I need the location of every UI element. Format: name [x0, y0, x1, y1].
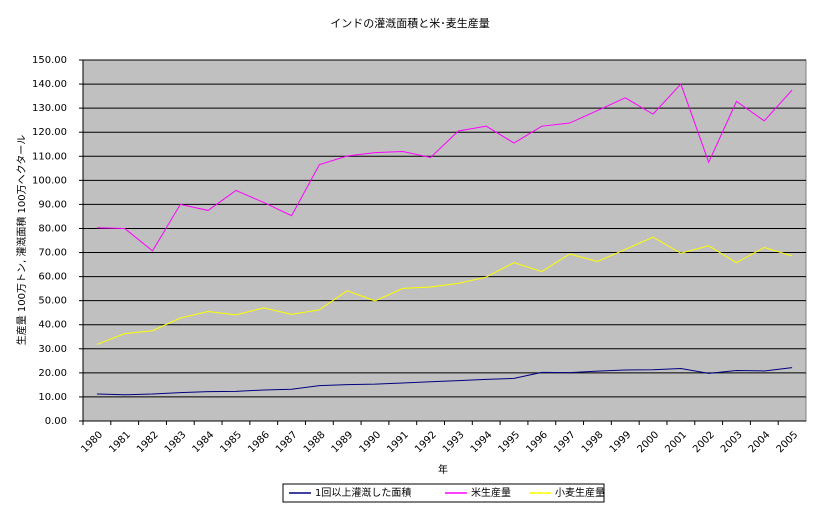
x-tick-label: 1995: [496, 429, 522, 455]
x-tick-label: 2003: [719, 429, 745, 455]
y-tick-label: 20.00: [38, 368, 67, 379]
x-tick-label: 1985: [218, 429, 244, 455]
x-tick-label: 1984: [191, 429, 217, 455]
y-tick-label: 110.00: [32, 151, 67, 162]
y-tick-label: 90.00: [38, 199, 67, 210]
series-line: [96, 83, 793, 252]
x-tick-label: 1996: [524, 429, 550, 455]
y-tick-label: 60.00: [38, 272, 67, 283]
y-tick-label: 10.00: [38, 392, 67, 403]
x-tick-label: 1987: [274, 429, 300, 455]
x-tick-label: 2001: [663, 429, 689, 455]
x-tick-label: 1993: [441, 429, 467, 455]
series-line: [96, 236, 793, 345]
y-tick-label: 30.00: [38, 344, 67, 355]
x-tick-label: 1989: [330, 429, 356, 455]
y-tick-label: 0.00: [45, 416, 67, 427]
y-tick-label: 120.00: [32, 127, 67, 138]
legend-label: 1回以上灌漑した面積: [315, 486, 411, 499]
x-tick-label: 1991: [385, 429, 411, 455]
x-tick-label: 1988: [302, 429, 328, 455]
y-tick-label: 40.00: [38, 320, 67, 331]
x-tick-label: 1998: [580, 429, 606, 455]
x-tick-label: 1983: [163, 429, 189, 455]
x-tick-label: 1986: [246, 429, 272, 455]
y-tick-label: 70.00: [38, 248, 67, 259]
legend-label: 小麦生産量: [555, 486, 605, 499]
x-tick-label: 1980: [79, 429, 105, 455]
x-tick-label: 1999: [608, 429, 634, 455]
x-tick-label: 1997: [552, 429, 578, 455]
y-tick-label: 50.00: [38, 296, 67, 307]
x-tick-label: 2002: [691, 429, 717, 455]
series-line: [96, 367, 793, 396]
x-tick-label: 2000: [636, 429, 662, 455]
legend: [282, 483, 605, 503]
x-tick-label: 2005: [775, 429, 801, 455]
plot-area: [82, 59, 807, 422]
x-tick-label: 1982: [135, 429, 161, 455]
legend-label: 米生産量: [471, 486, 511, 499]
y-tick-label: 130.00: [32, 103, 67, 114]
y-tick-label: 150.00: [32, 55, 67, 66]
x-axis-label: 年: [438, 463, 448, 476]
x-tick-label: 1981: [107, 429, 133, 455]
x-tick-label: 2004: [747, 429, 773, 455]
y-tick-label: 140.00: [32, 79, 67, 90]
y-tick-label: 80.00: [38, 223, 67, 234]
y-tick-label: 100.00: [32, 175, 67, 186]
x-tick-label: 1994: [469, 429, 495, 455]
x-tick-label: 1990: [357, 429, 383, 455]
y-axis-label: 生産量 100万トン, 灌漑面積 100万ヘクタール: [15, 135, 28, 346]
x-tick-label: 1992: [413, 429, 439, 455]
chart-title: インドの灌漑面積と米･麦生産量: [330, 16, 490, 30]
